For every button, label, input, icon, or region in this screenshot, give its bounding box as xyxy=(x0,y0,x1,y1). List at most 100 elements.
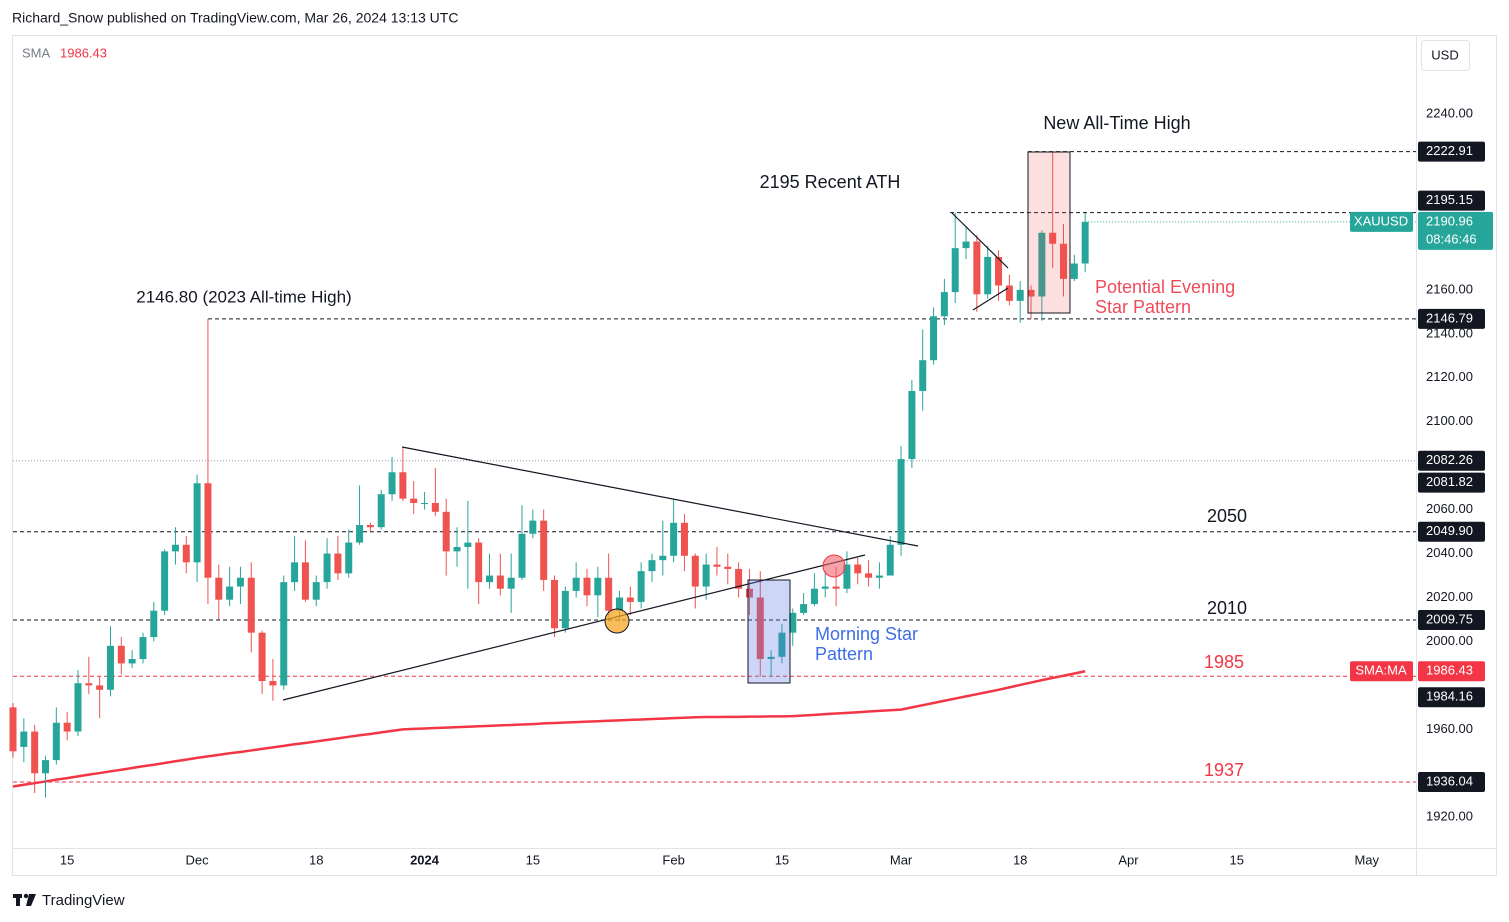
symbol-box xyxy=(1350,211,1413,232)
y-tick-label: 1920.00 xyxy=(1426,809,1473,824)
sma-tag-box xyxy=(1350,661,1413,682)
candle-body xyxy=(96,685,104,690)
currency-box[interactable] xyxy=(1421,40,1470,71)
price-tag-box xyxy=(1418,687,1485,708)
y-tick-label: 2120.00 xyxy=(1426,369,1473,384)
candle-body xyxy=(973,241,981,295)
candle-body xyxy=(388,472,396,495)
x-tick-label: 15 xyxy=(775,852,789,867)
candle-body xyxy=(475,542,483,583)
candle-body xyxy=(886,544,894,576)
price-tag: 2009.75 xyxy=(1426,611,1473,626)
candle-body xyxy=(789,612,797,633)
evening-star-box xyxy=(1027,151,1071,314)
price-tag: 2082.26 xyxy=(1426,452,1473,467)
candle-body xyxy=(572,577,580,591)
x-tick-label: Mar xyxy=(890,852,913,867)
candle-body xyxy=(951,248,959,293)
sma-value-box xyxy=(1418,661,1485,682)
candle-body xyxy=(236,577,244,587)
candle-body xyxy=(85,683,93,686)
candle-body xyxy=(1005,285,1013,301)
candle-body xyxy=(680,522,688,556)
candle-body xyxy=(453,546,461,552)
y-tick-label: 2140.00 xyxy=(1426,325,1473,340)
trendline xyxy=(282,554,866,701)
price-tag-box xyxy=(1418,610,1485,631)
price-tag: 2049.90 xyxy=(1426,523,1473,538)
candle-body xyxy=(724,566,732,569)
candle-body xyxy=(745,588,753,598)
sma-line xyxy=(12,670,1086,788)
candle-body xyxy=(507,577,515,589)
candle-body xyxy=(171,544,179,552)
x-tick-label: 15 xyxy=(526,852,540,867)
sma-tag: SMA:MA xyxy=(1355,663,1407,678)
candle-body xyxy=(74,683,82,732)
candle-body xyxy=(800,604,808,613)
price-tag: 1984.16 xyxy=(1426,689,1473,704)
candle-body xyxy=(366,524,374,528)
candle-body xyxy=(897,459,905,545)
price-tag: 1936.04 xyxy=(1426,773,1473,788)
x-tick-label: Dec xyxy=(186,852,210,867)
candle-body xyxy=(247,577,255,633)
candle-body xyxy=(821,586,829,589)
brand-logo xyxy=(13,893,36,906)
price-tag-box xyxy=(1418,472,1485,493)
candle-body xyxy=(843,564,851,589)
candle-body xyxy=(1070,263,1078,279)
candle-body xyxy=(41,760,49,774)
candle-body xyxy=(626,597,634,602)
candle-body xyxy=(226,586,234,600)
y-tick-label: 1960.00 xyxy=(1426,721,1473,736)
annotation: 1985 xyxy=(1204,652,1244,672)
candle-body xyxy=(648,560,656,572)
x-tick-label: 2024 xyxy=(410,852,440,867)
candle-body xyxy=(1081,221,1089,264)
candle-body xyxy=(63,722,71,732)
price-tag-box xyxy=(1418,521,1485,542)
annotation: New All-Time High xyxy=(1043,113,1190,133)
candle-body xyxy=(659,555,667,561)
y-tick-label: 2000.00 xyxy=(1426,633,1473,648)
price-tag-box xyxy=(1418,308,1485,329)
candle-body xyxy=(583,577,591,596)
candle-body xyxy=(215,577,223,600)
currency[interactable]: USD xyxy=(1431,47,1458,62)
candle-body xyxy=(312,582,320,600)
candle-body xyxy=(139,637,147,660)
candle-body xyxy=(919,360,927,391)
candle-body xyxy=(984,256,992,295)
price-tag-box xyxy=(1418,450,1485,471)
candle-body xyxy=(410,498,418,504)
y-tick-label: 2240.00 xyxy=(1426,106,1473,121)
candle-body xyxy=(930,316,938,361)
candle-body xyxy=(832,586,840,589)
candle-body xyxy=(529,520,537,534)
annotation: Pattern xyxy=(815,644,873,664)
candle-body xyxy=(702,564,710,587)
candle-body xyxy=(1016,289,1024,301)
candle-body xyxy=(464,542,472,547)
brand: TradingView xyxy=(42,892,125,909)
countdown: 08:46:46 xyxy=(1426,231,1477,246)
candle-body xyxy=(810,588,818,605)
candle-body xyxy=(1027,289,1035,297)
candle-body xyxy=(161,551,169,611)
candle-body xyxy=(301,562,309,600)
price-tag: 2222.91 xyxy=(1426,143,1473,158)
candle-body xyxy=(605,577,613,611)
candle-body xyxy=(269,681,277,686)
candle-body xyxy=(52,722,60,761)
trendline xyxy=(951,212,1009,269)
price-tag: 2146.79 xyxy=(1426,310,1473,325)
candle-body xyxy=(875,575,883,578)
candle-body xyxy=(691,555,699,587)
price-tag-box xyxy=(1418,190,1485,211)
touch-circle xyxy=(604,608,630,634)
candle-body xyxy=(431,503,439,512)
candle-body xyxy=(486,575,494,583)
sma-value: 1986.43 xyxy=(1426,663,1473,678)
y-tick-label: 2020.00 xyxy=(1426,589,1473,604)
